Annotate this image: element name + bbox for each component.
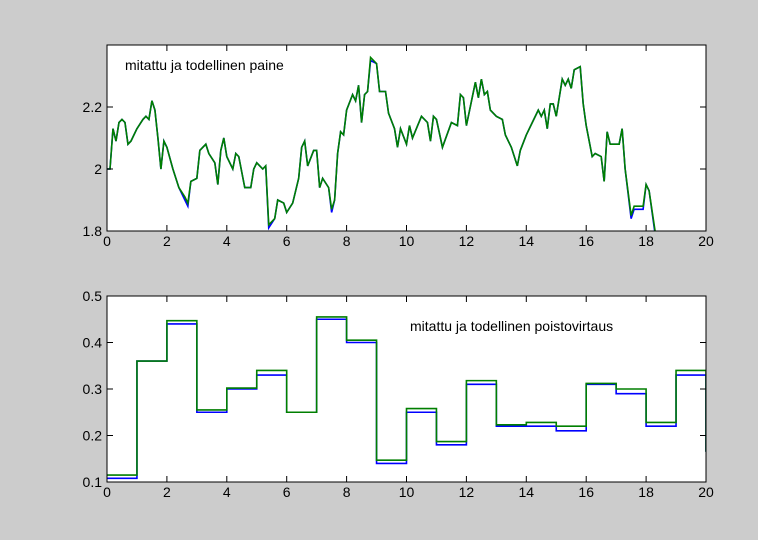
x-tick-label: 12 [459, 484, 475, 500]
x-tick-label: 16 [578, 233, 594, 249]
x-tick-label: 6 [283, 484, 291, 500]
x-tick-label: 6 [283, 233, 291, 249]
x-tick-label: 18 [638, 484, 654, 500]
y-tick-label: 0.4 [83, 335, 103, 351]
x-tick-label: 2 [163, 484, 171, 500]
x-tick-label: 16 [578, 484, 594, 500]
y-tick-label: 0.1 [83, 474, 103, 490]
x-tick-label: 4 [223, 484, 231, 500]
x-tick-label: 0 [103, 233, 111, 249]
y-tick-label: 1.8 [83, 223, 103, 239]
x-tick-label: 10 [399, 233, 415, 249]
y-tick-label: 2.2 [83, 99, 103, 115]
y-tick-label: 0.3 [83, 381, 103, 397]
y-tick-label: 0.2 [83, 428, 103, 444]
y-tick-label: 2 [94, 161, 102, 177]
data-line [107, 55, 656, 231]
x-tick-label: 20 [698, 484, 714, 500]
data-line [107, 316, 706, 476]
y-tick-label: 0.5 [83, 288, 103, 304]
plot-area [107, 316, 706, 480]
x-tick-label: 2 [163, 233, 171, 249]
x-tick-label: 12 [459, 233, 475, 249]
x-tick-label: 14 [519, 233, 535, 249]
x-tick-label: 10 [399, 484, 415, 500]
x-tick-label: 4 [223, 233, 231, 249]
annotation: mitattu ja todellinen poistovirtaus [410, 318, 613, 334]
x-tick-label: 0 [103, 484, 111, 500]
x-tick-label: 20 [698, 233, 714, 249]
x-tick-label: 8 [343, 233, 351, 249]
x-tick-label: 18 [638, 233, 654, 249]
x-tick-label: 14 [519, 484, 535, 500]
x-tick-label: 8 [343, 484, 351, 500]
plot-area [107, 55, 656, 231]
annotation: mitattu ja todellinen paine [125, 57, 284, 73]
